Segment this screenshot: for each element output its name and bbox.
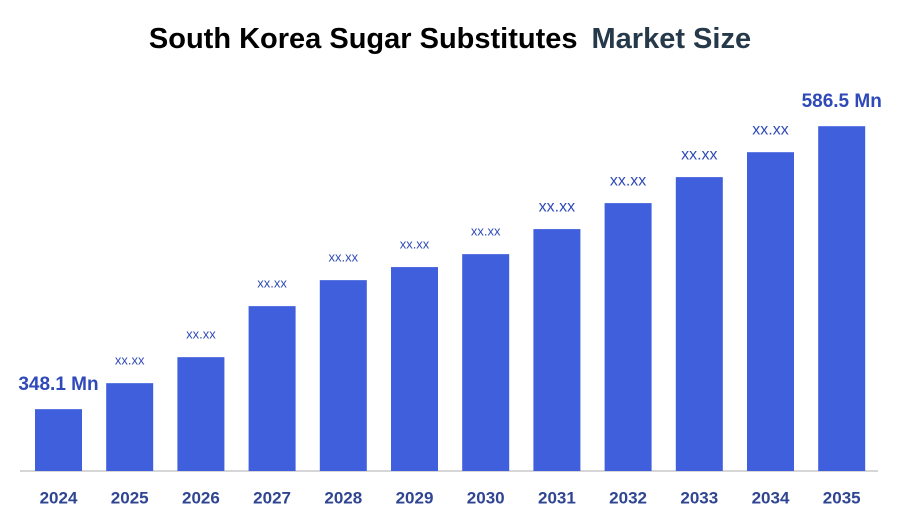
x-tick-label: 2029 [396, 488, 434, 507]
value-label: xx.xx [471, 224, 501, 239]
bar [604, 203, 652, 471]
x-tick-label: 2033 [680, 488, 718, 507]
x-tick-label: 2026 [182, 488, 220, 507]
title-highlight: Market Size [592, 23, 752, 55]
x-tick-label: 2032 [609, 488, 647, 507]
bar [533, 229, 581, 471]
value-label: xx.xx [400, 237, 430, 252]
x-tick-label: 2027 [253, 488, 291, 507]
title-main: South Korea Sugar Substitutes [149, 23, 578, 55]
bar [248, 306, 296, 471]
bar [747, 152, 794, 471]
bar [319, 280, 367, 471]
bar [675, 177, 723, 471]
value-label: 348.1 Mn [18, 374, 98, 395]
x-tick-label: 2035 [823, 488, 861, 507]
value-label: xx.xx [257, 276, 287, 291]
bar [106, 383, 154, 471]
value-label: xx.xx [186, 327, 216, 342]
x-tick-label: 2025 [111, 488, 149, 507]
x-tick-label: 2031 [538, 488, 576, 507]
bar [462, 254, 510, 471]
x-tick-label: 2024 [40, 488, 78, 507]
bar [177, 357, 225, 471]
x-tick-label: 2030 [467, 488, 505, 507]
bar [391, 267, 438, 471]
value-label: xx.xx [115, 353, 145, 368]
value-label: xx.xx [328, 250, 358, 265]
bar [818, 126, 866, 472]
chart-title: South Korea Sugar Substitutes Market Size [149, 23, 751, 55]
value-label: xx.xx [752, 121, 788, 138]
bar [35, 409, 82, 471]
value-label: xx.xx [610, 172, 646, 189]
x-tick-label: 2028 [324, 488, 362, 507]
value-label: 586.5 Mn [802, 91, 882, 112]
value-label: xx.xx [681, 146, 717, 163]
x-tick-label: 2034 [752, 488, 790, 507]
value-label: xx.xx [539, 198, 575, 215]
